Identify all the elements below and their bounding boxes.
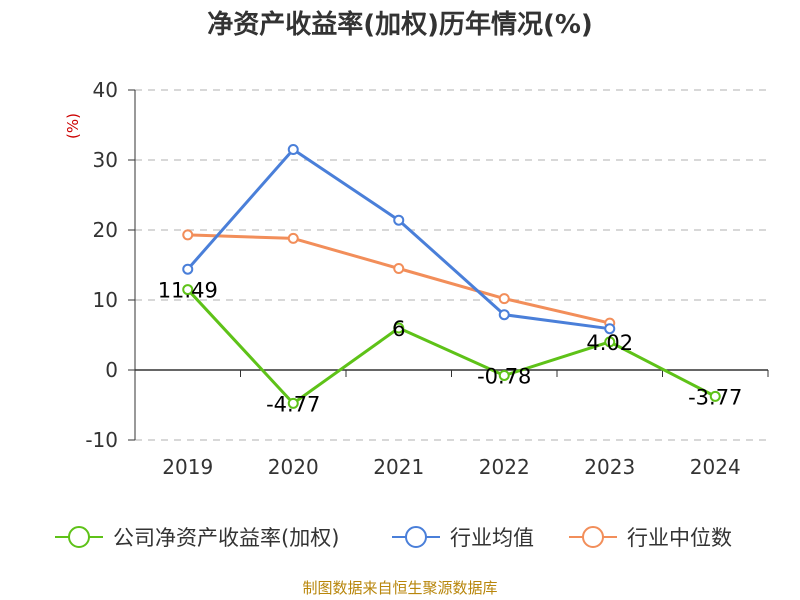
data-label: 4.02 bbox=[586, 331, 633, 355]
legend-label-2: 行业中位数 bbox=[627, 526, 732, 550]
y-axis-unit: (%) bbox=[64, 113, 82, 139]
legend-marker-1 bbox=[405, 526, 427, 548]
source-note: 制图数据来自恒生聚源数据库 bbox=[302, 579, 497, 597]
data-label: -3.77 bbox=[688, 385, 742, 409]
y-tick-label: 40 bbox=[93, 78, 118, 102]
series-line-1 bbox=[186, 148, 610, 331]
legend-label-1: 行业均值 bbox=[450, 526, 534, 550]
data-point-2 bbox=[393, 263, 405, 274]
y-tick-label: 0 bbox=[105, 358, 118, 382]
data-point-0 bbox=[604, 336, 616, 348]
data-label: -0.78 bbox=[477, 364, 531, 388]
x-tick-label: 2021 bbox=[373, 455, 424, 479]
data-point-2 bbox=[287, 232, 299, 244]
x-tick-label: 2022 bbox=[479, 455, 530, 479]
data-label: 11.49 bbox=[158, 279, 218, 303]
series-lines bbox=[182, 144, 721, 409]
y-tick-label: -10 bbox=[85, 428, 118, 452]
x-tick-label: 2020 bbox=[268, 455, 319, 479]
data-point-0 bbox=[287, 397, 299, 409]
x-tick-label: 2023 bbox=[584, 455, 635, 479]
legend-label-0: 公司净资产收益率(加权) bbox=[113, 526, 339, 550]
data-label: 6 bbox=[392, 317, 405, 341]
x-tick-label: 2024 bbox=[690, 455, 741, 479]
series-line-2 bbox=[187, 233, 611, 325]
data-point-0 bbox=[498, 369, 510, 381]
data-point-0 bbox=[393, 322, 405, 334]
data-point-1 bbox=[182, 263, 194, 275]
data-labels: 11.49 -4.77 6 -0.78 4.02 -3.77 bbox=[158, 279, 743, 417]
x-tick-label: 2019 bbox=[162, 455, 213, 479]
data-label: -4.77 bbox=[266, 392, 320, 416]
series-line-0 bbox=[186, 288, 716, 405]
legend-marker-2 bbox=[582, 526, 604, 548]
y-tick-label: 30 bbox=[93, 148, 118, 172]
data-point-1 bbox=[604, 323, 616, 335]
data-point-1 bbox=[498, 309, 510, 321]
axes: 40 30 20 10 0 -10 2019 2020 2021 2022 2023 2024 bbox=[85, 78, 769, 479]
data-point-1 bbox=[287, 144, 299, 155]
legend: 公司净资产收益率(加权) 行业均值 行业中位数 bbox=[55, 526, 732, 550]
data-point-2 bbox=[182, 229, 194, 241]
y-tick-label: 20 bbox=[93, 218, 118, 242]
data-point-0 bbox=[182, 284, 194, 296]
gridlines bbox=[135, 89, 768, 441]
chart-title: 净资产收益率(加权)历年情况(%) bbox=[207, 9, 593, 40]
data-point-1 bbox=[393, 214, 405, 226]
y-tick-label: 10 bbox=[93, 288, 118, 312]
data-point-2 bbox=[498, 293, 510, 305]
legend-marker-0 bbox=[68, 526, 90, 548]
data-point-0 bbox=[709, 390, 721, 402]
